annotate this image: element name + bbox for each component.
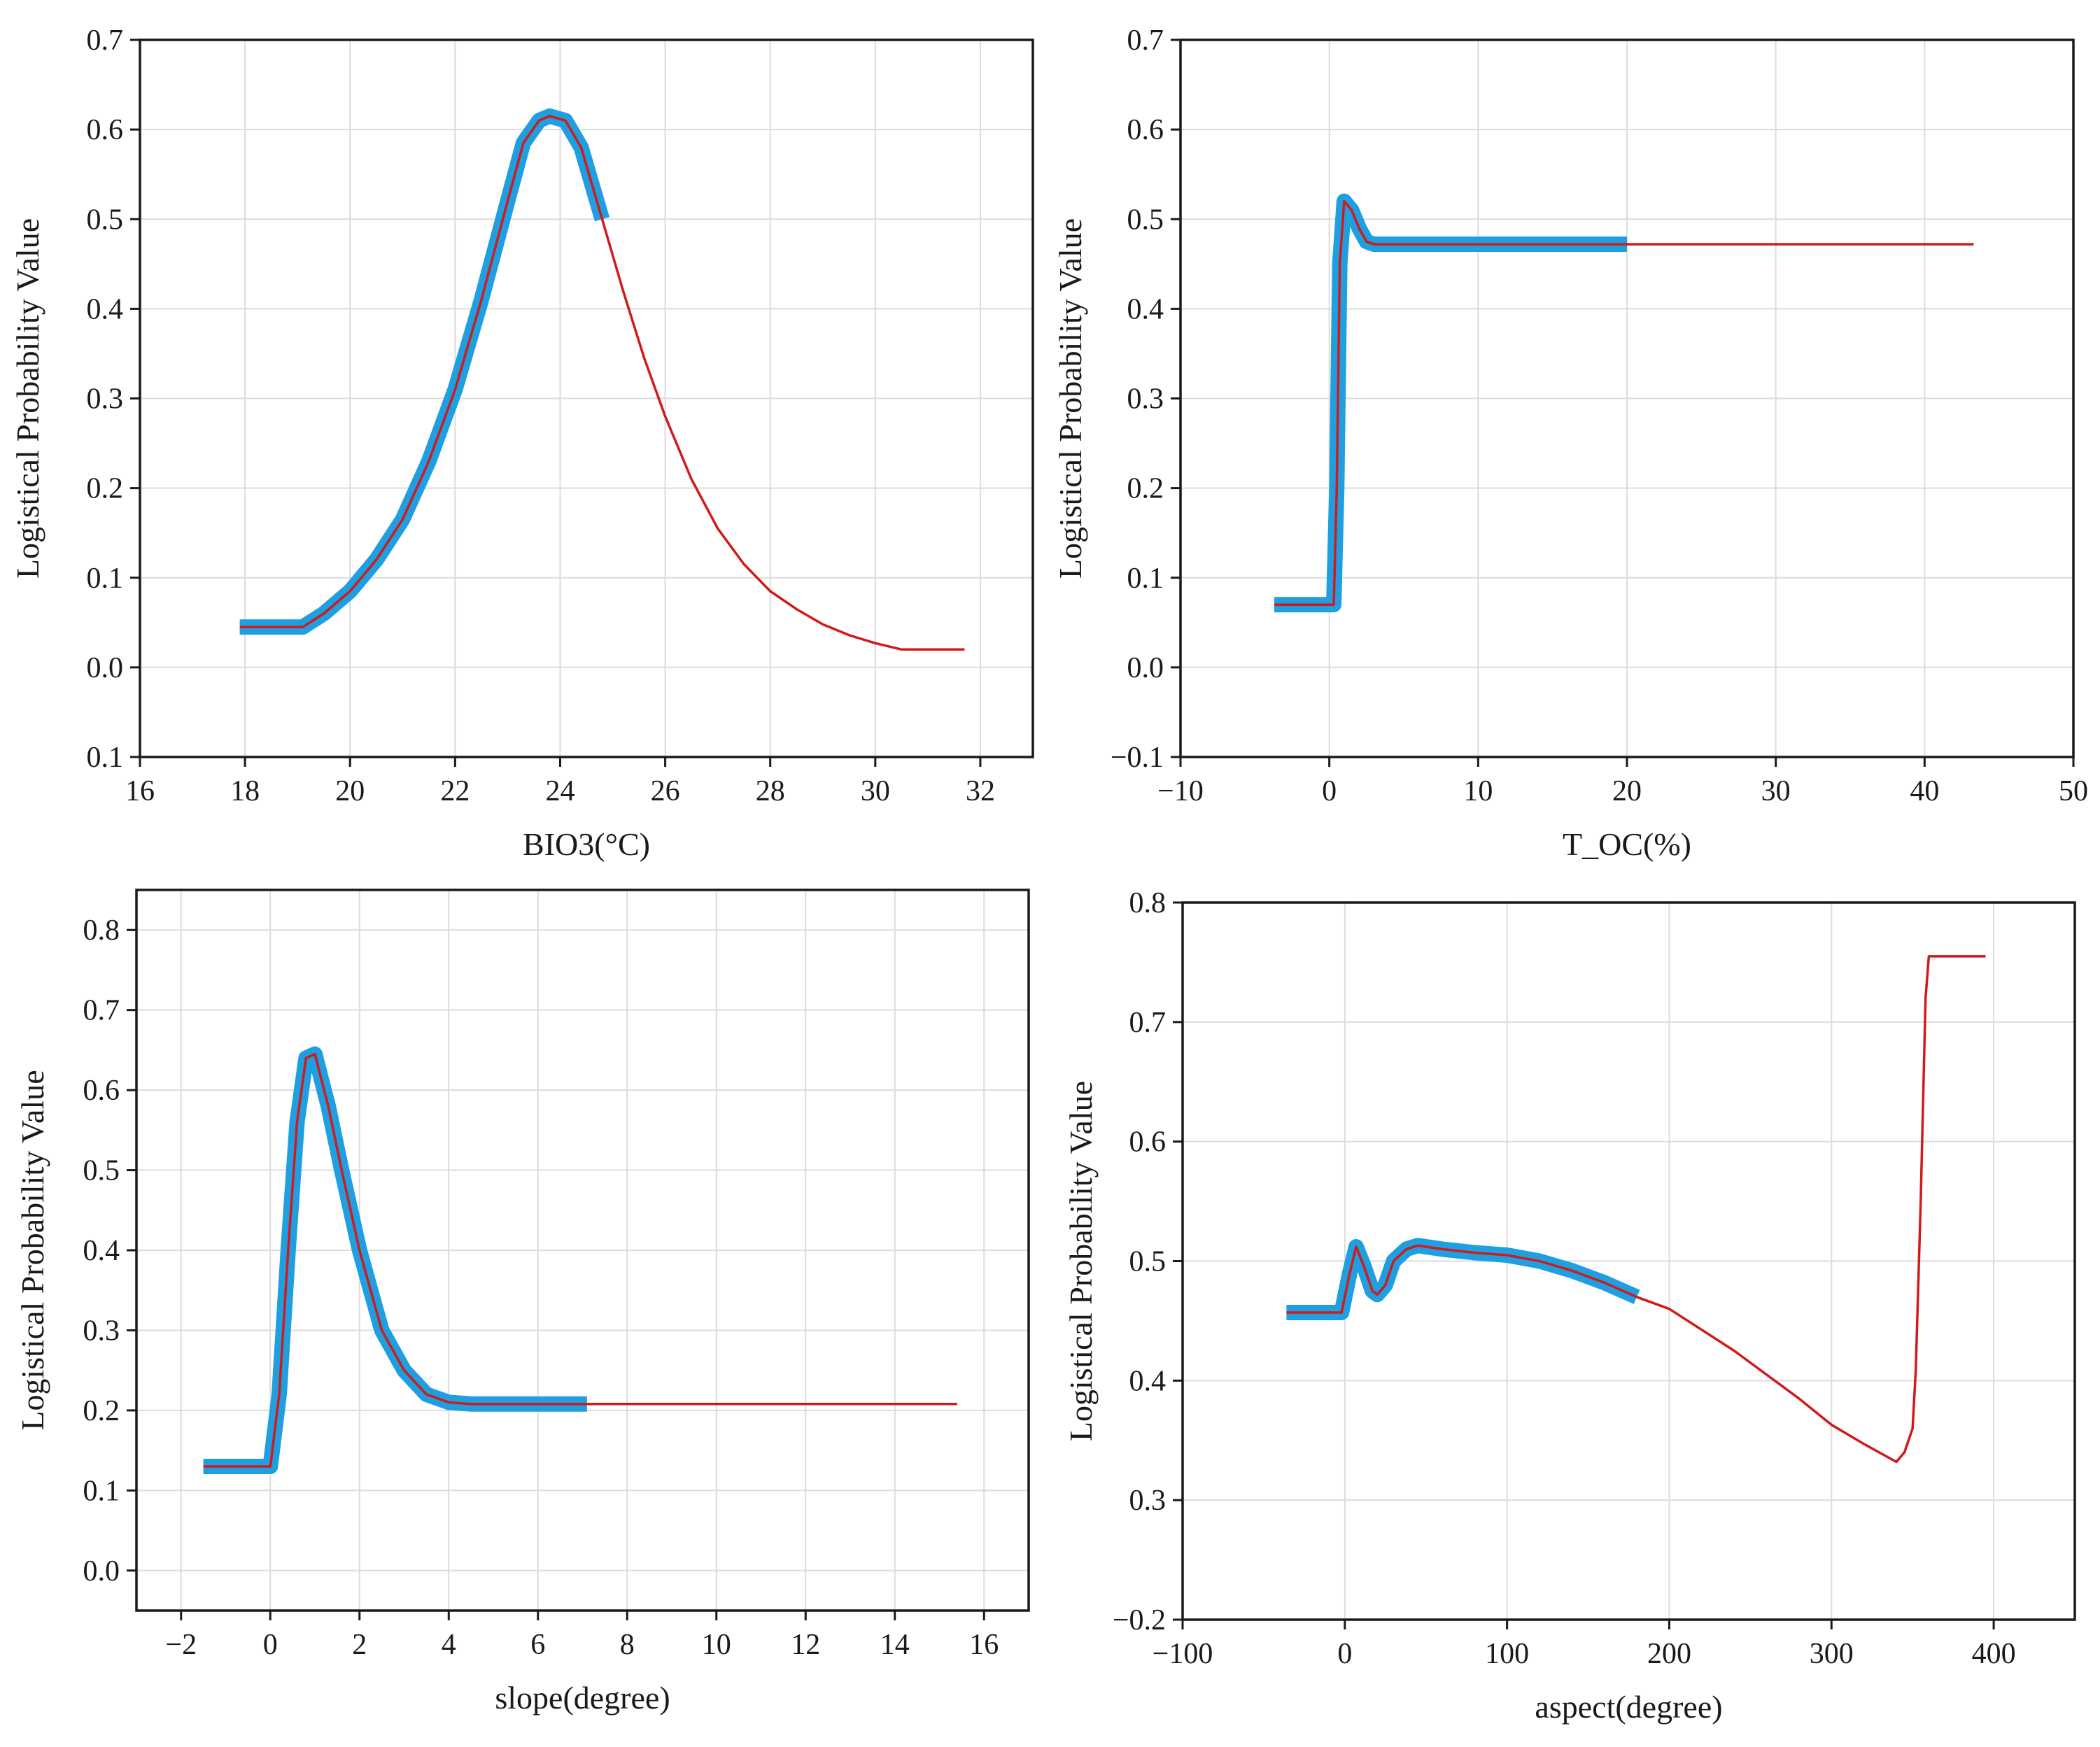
y-tick-label: 0.7	[1129, 1007, 1167, 1039]
y-tick-label: 0.4	[83, 1235, 120, 1267]
y-tick-label: 0.2	[83, 1395, 120, 1427]
y-tick-label: −0.2	[1113, 1604, 1166, 1636]
x-tick-label: 400	[1972, 1638, 2016, 1670]
x-tick-label: 0	[1322, 775, 1337, 807]
x-tick-label: 28	[756, 775, 785, 807]
chart-2: −10 0 10 20 30 40 50 −0.1 0.0 0.1 0.2 0.3 0.4 0.5 0.6 0…	[1052, 24, 2088, 862]
x-tick-label: 24	[545, 775, 575, 807]
y-axis-title: Logistical Probability Value	[15, 1070, 50, 1430]
y-tick-label: 0.3	[1129, 1485, 1167, 1517]
y-axis-title: Logistical Probability Value	[1052, 218, 1088, 579]
confidence-band	[1274, 193, 1627, 613]
x-tick-label: 200	[1647, 1638, 1691, 1670]
y-tick-label: 0.8	[83, 914, 120, 947]
x-tick-label: 40	[1910, 775, 1939, 807]
y-tick-label: 0.6	[1129, 1126, 1167, 1159]
x-axis-title: T_OC(%)	[1563, 826, 1691, 862]
response-curve	[239, 115, 965, 651]
y-tick-label: 0.7	[83, 995, 120, 1027]
x-tick-label: 300	[1810, 1638, 1854, 1670]
confidence-band	[239, 108, 610, 635]
y-axis-title: Logistical Probability Value	[10, 218, 45, 579]
x-tick-label: 30	[1761, 775, 1791, 807]
x-tick-label: 10	[1463, 775, 1493, 807]
x-tick-label: −2	[165, 1629, 197, 1661]
y-tick-label: 0.1	[83, 1475, 120, 1507]
y-tick-label: 0.0	[1127, 652, 1164, 684]
y-tick-label: −0.1	[1111, 742, 1164, 774]
x-tick-label: 0	[263, 1629, 278, 1661]
y-tick-label: 0.3	[87, 383, 124, 416]
confidence-band	[1286, 1238, 1640, 1320]
x-tick-label: 20	[1612, 775, 1642, 807]
response-curve	[203, 1052, 957, 1468]
y-tick-label: 0.4	[1129, 1365, 1167, 1397]
y-tick-label: 0.6	[87, 114, 124, 146]
x-tick-label: 16	[125, 775, 155, 807]
y-tick-label: 0.4	[87, 293, 124, 325]
y-tick-label: 0.6	[83, 1075, 120, 1107]
x-axis-title: slope(degree)	[495, 1680, 670, 1716]
x-tick-label: −100	[1153, 1638, 1213, 1670]
x-tick-label: 32	[966, 775, 995, 807]
x-tick-label: 6	[530, 1629, 545, 1661]
y-tick-label: 0.5	[83, 1155, 120, 1187]
x-tick-label: 30	[861, 775, 890, 807]
x-tick-label: 18	[230, 775, 260, 807]
x-tick-label: 14	[880, 1629, 910, 1661]
x-tick-label: 2	[352, 1629, 367, 1661]
y-tick-label: 0.8	[1129, 887, 1167, 919]
y-tick-label: 0.3	[1127, 383, 1164, 416]
response-curve	[1274, 199, 1974, 606]
x-tick-label: 4	[442, 1629, 456, 1661]
y-tick-label: 0.1	[87, 742, 124, 774]
y-tick-label: 0.1	[1127, 563, 1164, 595]
x-tick-label: 26	[651, 775, 680, 807]
y-tick-label: 0.5	[1129, 1246, 1167, 1278]
chart-1: 16 18 20 22 24 26 28 30 32 0.1 0.0 0.1 0.2 0.3 0.4 0.5 0…	[10, 24, 1034, 862]
y-tick-label: 0.5	[87, 204, 124, 236]
x-tick-label: 22	[440, 775, 470, 807]
y-tick-label: 0.3	[83, 1315, 120, 1347]
y-tick-label: 0.5	[1127, 204, 1164, 236]
x-tick-label: 100	[1485, 1638, 1529, 1670]
chart-3: −2 0 2 4 6 8 10 12 14 16 0.0 0.1 0.2 0.3 0.4 0.5 0.6 0.7 0…	[15, 889, 1030, 1716]
y-tick-label: 0.1	[87, 563, 124, 595]
x-tick-label: 8	[620, 1629, 635, 1661]
x-tick-label: −10	[1157, 775, 1204, 807]
y-tick-label: 0.0	[83, 1555, 120, 1587]
chart-4: −100 0 100 200 300 400 −0.2 0.3 0.4 0.5 0.6 0.7 0.8 a…	[1063, 887, 2076, 1725]
y-tick-label: 0.6	[1127, 114, 1164, 146]
x-tick-label: 10	[702, 1629, 731, 1661]
y-tick-label: 0.2	[1127, 473, 1164, 505]
response-curve	[1286, 955, 1986, 1464]
x-tick-label: 16	[969, 1629, 999, 1661]
x-axis-title: BIO3(°C)	[523, 826, 650, 862]
x-tick-label: 20	[335, 775, 365, 807]
y-axis-title: Logistical Probability Value	[1063, 1081, 1099, 1441]
y-tick-label: 0.2	[87, 473, 124, 505]
y-tick-label: 0.7	[87, 24, 124, 57]
y-tick-label: 0.0	[87, 652, 124, 684]
x-tick-label: 50	[2059, 775, 2088, 807]
y-tick-label: 0.7	[1127, 24, 1164, 57]
y-tick-label: 0.4	[1127, 293, 1164, 325]
x-tick-label: 0	[1337, 1638, 1352, 1670]
x-tick-label: 12	[791, 1629, 820, 1661]
x-axis-title: aspect(degree)	[1535, 1689, 1722, 1725]
